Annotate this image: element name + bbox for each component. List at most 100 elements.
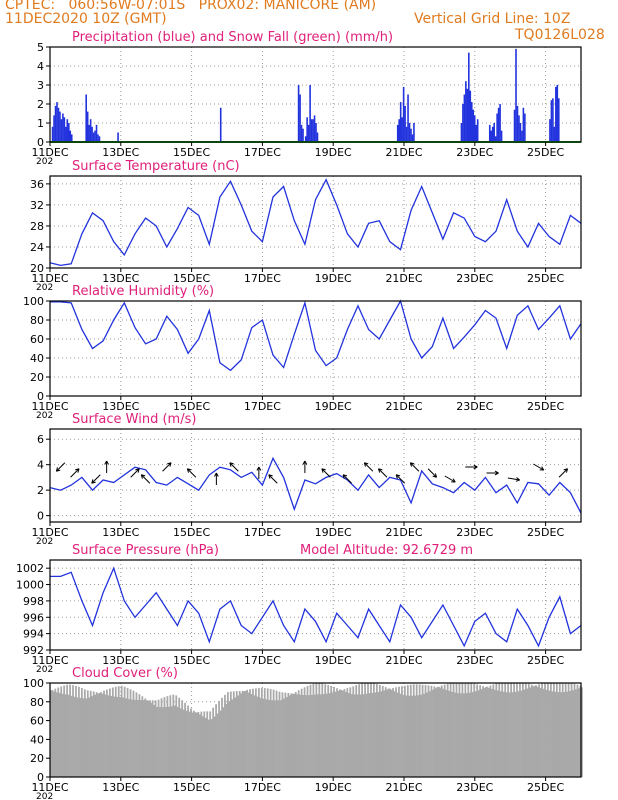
wind-arrow-head [229,462,232,467]
precip-bar [309,85,311,142]
precip-bar [522,107,525,142]
cloud-bar [396,692,399,777]
x-tick-label: 25DEC [527,146,564,159]
x-tick-label: 23DEC [456,400,493,413]
cloud-bar [370,683,372,777]
y-tick-label: 20 [30,752,44,765]
cloud-bar [294,691,297,777]
y-tick-label: 3 [37,79,44,92]
x-tick-label: 17DEC [244,146,281,159]
precip-bar [499,104,501,142]
cloud-bar [213,716,216,777]
precip-bar [70,134,73,142]
cloud-bar [79,698,82,777]
cloud-bar [346,688,349,777]
cloud-bar [299,694,302,777]
x-tick-label: 13DEC [102,526,139,539]
y-tick-label: 32 [30,199,44,212]
cloud-bar [218,700,220,777]
cloud-bar [319,694,322,777]
cloud-bar [530,684,533,777]
panel-frame [49,559,582,651]
wind-arrow [140,474,151,484]
precip-bar [66,119,69,142]
cloud-bar [445,689,448,777]
cloud-bar [200,711,203,777]
wind-arrow [558,468,568,478]
cloud-bar [325,693,328,777]
wind-arrow-head [565,468,569,473]
precip-bar [97,134,99,142]
wind-arrow [70,468,80,478]
cloud-bar [361,683,363,777]
cloud-bar [162,707,164,777]
x-year-label: 202 [36,411,53,421]
precip-bar [472,109,475,142]
cloud-bar [166,696,169,777]
cloud-bar [281,692,284,777]
wind-arrow-head [321,468,326,471]
cloud-bar [322,694,325,777]
x-tick-label: 25DEC [527,400,564,413]
header-line-2: 11DEC2020 10Z (GMT) [5,11,167,27]
cloud-bar [266,688,269,777]
precip-bar [310,119,313,142]
panel-frame [49,428,582,523]
cloud-bar [144,698,147,777]
y-tick-label: 36 [30,178,44,191]
cloud-bar [353,694,356,777]
cloud-bar [300,688,303,777]
y-tick-label: 1000 [16,579,44,592]
cloud-bar [203,711,206,777]
cloud-bar [367,683,369,777]
x-tick-label: 19DEC [315,781,352,794]
y-tick-label: 60 [30,715,44,728]
cloud-bar [173,705,176,777]
precip-bar [89,119,92,142]
precip-bar [85,94,87,142]
precip-bar [488,124,491,142]
cloud-bar [137,699,139,777]
panel-title: Cloud Cover (%) [72,666,178,681]
x-tick-label: 13DEC [102,400,139,413]
cloud-bar [342,690,344,777]
x-tick-label: 23DEC [456,526,493,539]
wind-arrow [268,474,278,484]
series-line [49,456,582,514]
cloud-bar [252,688,254,777]
cloud-bar [260,688,263,777]
cloud-bar [449,683,452,777]
cloud-bar [430,685,433,777]
cloud-bar [417,695,420,777]
precip-bar [57,107,60,142]
wind-arrow [444,475,456,483]
cloud-bar [318,683,321,777]
wind-arrow-head [541,466,545,471]
y-tick-label: 80 [30,696,44,709]
precip-bar [95,124,98,142]
cloud-bar [69,684,71,777]
cloud-bar [432,689,434,777]
wind-arrow [187,468,197,478]
cloud-bar [172,694,175,777]
cloud-bar [496,690,499,777]
panel-frame [49,300,582,397]
precip-bar [59,111,61,142]
y-tick-label: 1 [37,117,44,130]
cloud-bar [122,697,125,777]
cloud-bar [358,684,361,777]
cloud-bar [576,684,579,777]
x-tick-label: 19DEC [315,400,352,413]
cloud-bar [437,686,440,777]
wind-arrow-head [378,468,381,473]
cloud-bar [555,683,558,777]
precip-bar [521,130,523,142]
cloud-bar [297,690,300,777]
cloud-bar [542,688,545,777]
precip-bar [556,85,559,142]
cloud-bar [495,683,498,777]
x-tick-label: 13DEC [102,654,139,667]
cloud-bar [567,683,570,777]
cloud-bar [575,689,577,777]
precip-bar [92,132,95,142]
